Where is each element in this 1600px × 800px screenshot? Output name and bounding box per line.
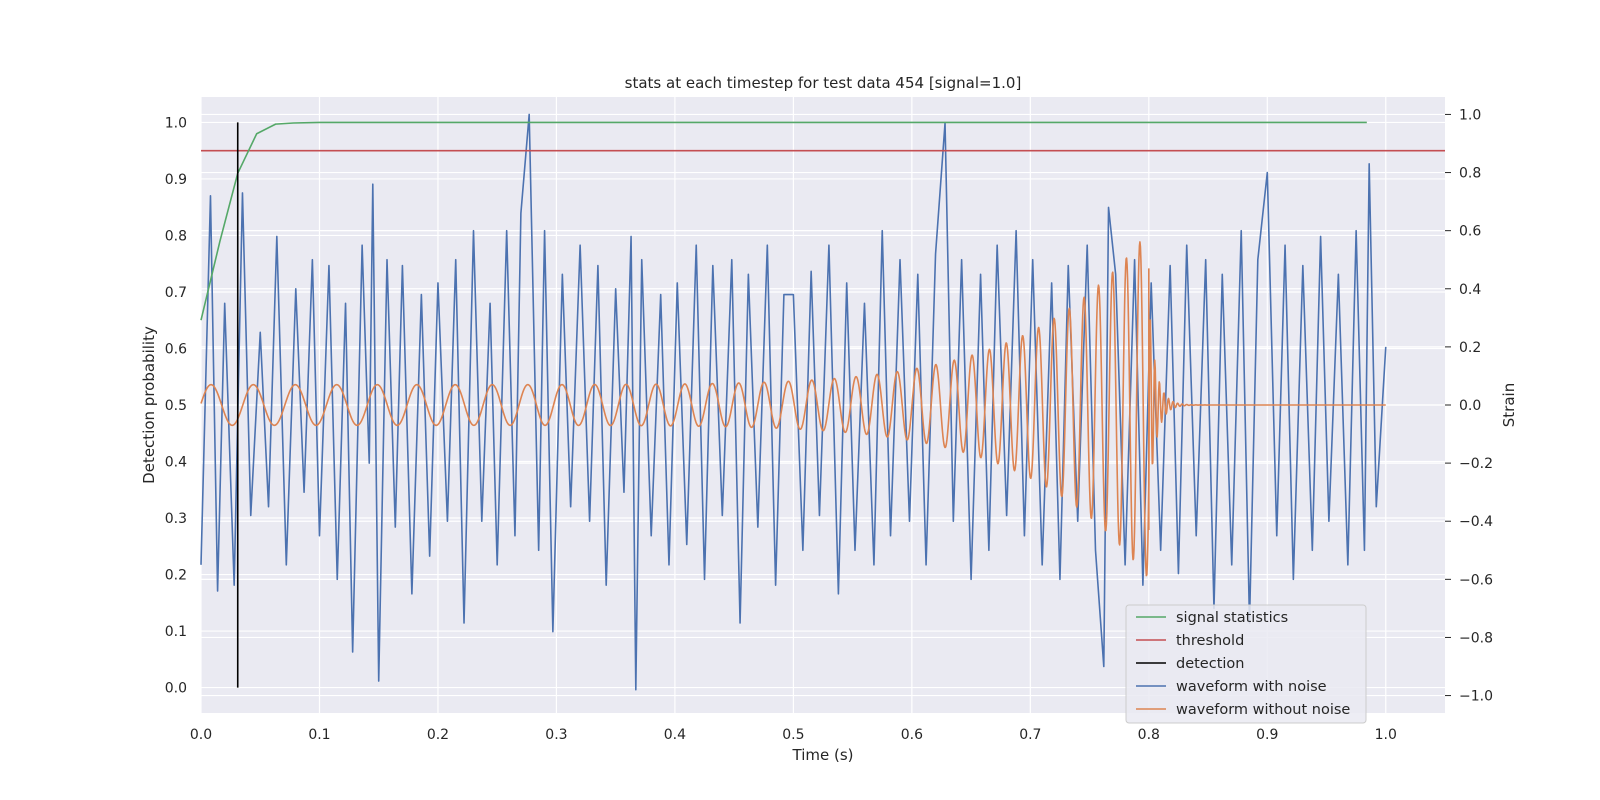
legend-label: detection [1176, 656, 1244, 672]
legend-label: signal statistics [1176, 610, 1288, 626]
x-axis-ticks: 0.0 0.1 0.2 0.3 0.4 0.5 0.6 0.7 0.8 0.9 1.0 [190, 727, 1397, 743]
x-tick-label: 0.3 [545, 727, 567, 743]
x-axis-label: Time (s) [792, 746, 854, 764]
y-left-tick-label: 0.2 [165, 568, 187, 584]
x-tick-label: 0.1 [308, 727, 330, 743]
chart-title: stats at each timestep for test data 454… [625, 74, 1022, 92]
y-right-tick-label: −0.2 [1459, 456, 1493, 472]
legend-label: waveform without noise [1176, 702, 1350, 718]
y-right-tick-label: −0.8 [1459, 630, 1493, 646]
y-axis-right-label: Strain [1500, 383, 1518, 427]
y-right-tick-label: −0.4 [1459, 514, 1493, 530]
x-tick-label: 0.0 [190, 727, 212, 743]
y-left-tick-label: 0.0 [165, 681, 187, 697]
legend-box [1125, 604, 1367, 724]
y-right-tick-label: 1.0 [1459, 107, 1481, 123]
y-right-tick-label: 0.0 [1459, 398, 1481, 414]
y-left-tick-label: 0.4 [165, 455, 187, 471]
x-tick-label: 0.9 [1256, 727, 1278, 743]
x-tick-label: 0.7 [1019, 727, 1041, 743]
legend-label: threshold [1176, 633, 1244, 649]
y-left-tick-label: 0.9 [165, 172, 187, 188]
y-right-tick-label: 0.8 [1459, 166, 1481, 182]
y-left-tick-label: 0.7 [165, 285, 187, 301]
y-axis-right-ticks: −1.0 −0.8 −0.6 −0.4 −0.2 0.0 0.2 0.4 0.6 0.8 1.0 [1445, 107, 1493, 705]
x-tick-label: 0.5 [782, 727, 804, 743]
series-waveform-with-noise [200, 113, 1387, 691]
series-layer [200, 113, 1445, 691]
x-tick-label: 0.4 [664, 727, 686, 743]
y-left-tick-label: 0.8 [165, 228, 187, 244]
y-left-tick-label: 0.5 [165, 398, 187, 414]
legend-label: waveform with noise [1176, 679, 1327, 695]
x-tick-label: 0.2 [427, 727, 449, 743]
y-right-tick-label: −1.0 [1459, 689, 1493, 705]
x-tick-label: 1.0 [1375, 727, 1397, 743]
y-left-tick-label: 0.1 [165, 624, 187, 640]
series-signal-statistics [200, 121, 1367, 321]
series-waveform-without-noise [200, 241, 1387, 577]
x-tick-label: 0.6 [901, 727, 923, 743]
y-right-tick-label: 0.6 [1459, 224, 1481, 240]
y-left-tick-label: 1.0 [165, 115, 187, 131]
y-left-tick-label: 0.6 [165, 341, 187, 357]
y-axis-left-label: Detection probability [140, 326, 158, 484]
y-right-tick-label: 0.2 [1459, 340, 1481, 356]
y-left-tick-label: 0.3 [165, 511, 187, 527]
y-right-tick-label: −0.6 [1459, 572, 1493, 588]
x-tick-label: 0.8 [1138, 727, 1160, 743]
y-right-tick-label: 0.4 [1459, 282, 1481, 298]
y-axis-left-ticks: 0.0 0.1 0.2 0.3 0.4 0.5 0.6 0.7 0.8 0.9 1.0 [165, 115, 187, 696]
legend: signal statistics threshold detection wavef… [1125, 604, 1367, 724]
